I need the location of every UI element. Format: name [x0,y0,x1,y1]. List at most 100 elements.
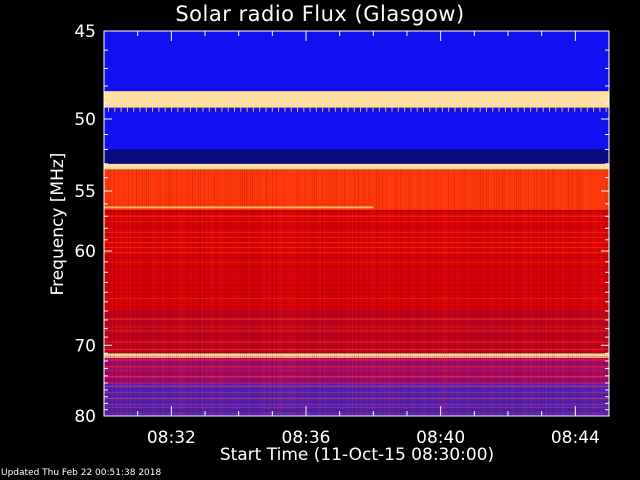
interference-tick [196,107,198,112]
interference-tick [555,107,557,112]
interference-tick [252,107,254,112]
interference-tick [580,107,582,112]
interference-tick [189,107,191,112]
interference-tick [246,107,248,112]
interference-tick [347,107,349,112]
interference-tick [309,107,311,112]
interference-tick [536,107,538,112]
texture-column [554,169,555,416]
texture-column [466,169,467,416]
texture-column [168,169,169,416]
texture-column [132,169,133,416]
texture-column [378,169,379,416]
texture-column [134,169,135,416]
interference-tick [215,107,217,112]
texture-column [206,169,207,416]
texture-column [166,169,167,416]
interference-tick [341,107,343,112]
x-tick-label: 08:36 [282,428,331,448]
texture-column [376,169,377,416]
texture-row [104,310,609,312]
texture-row [104,289,609,291]
texture-column [248,169,249,416]
texture-column [356,169,357,416]
texture-column [136,169,137,416]
texture-column [556,169,557,416]
interference-tick [378,107,380,112]
texture-column [128,169,129,416]
interference-tick [202,107,204,112]
texture-column [212,169,213,416]
band-bright [104,91,609,108]
texture-column [504,169,505,416]
texture-column [396,169,397,416]
texture-column [112,169,113,416]
texture-column [482,169,483,416]
texture-row [104,293,609,295]
interference-tick [567,107,569,112]
y-axis-label: Frequency [MHz] [48,152,68,296]
interference-tick [303,107,305,112]
texture-column [558,169,559,416]
texture-column [170,169,171,416]
texture-column [290,169,291,416]
texture-column [360,169,361,416]
texture-row [104,401,609,403]
texture-column [446,169,447,416]
texture-row [104,271,609,273]
texture-column [304,169,305,416]
texture-column [150,169,151,416]
texture-column [422,169,423,416]
texture-column [526,169,527,416]
texture-column [592,169,593,416]
texture-row [104,398,609,400]
texture-column [316,169,317,416]
texture-column [174,169,175,416]
texture-column [118,169,119,416]
texture-row [104,226,609,228]
texture-column [288,169,289,416]
y-tick-label: 60 [74,242,96,262]
texture-column [476,169,477,416]
texture-column [604,169,605,416]
texture-column [500,169,501,416]
texture-column [542,169,543,416]
interference-tick [158,107,160,112]
texture-column [284,169,285,416]
texture-column [384,169,385,416]
texture-column [562,169,563,416]
texture-column [202,169,203,416]
texture-column [310,169,311,416]
texture-column [468,169,469,416]
texture-column [544,169,545,416]
texture-column [256,169,257,416]
texture-column [480,169,481,416]
updated-timestamp: Updated Thu Feb 22 00:51:38 2018 [1,468,162,478]
texture-row [104,215,609,217]
texture-column [590,169,591,416]
texture-column [374,169,375,416]
texture-column [576,169,577,416]
interference-tick [227,107,229,112]
texture-row [104,385,609,387]
texture-column [408,169,409,416]
texture-row [104,210,609,212]
texture-column [514,169,515,416]
plot-frame [103,30,610,417]
interference-tick [404,107,406,112]
texture-row [104,395,609,397]
texture-column [282,169,283,416]
texture-column [522,169,523,416]
texture-column [400,169,401,416]
interference-tick [473,107,475,112]
texture-column [540,169,541,416]
texture-column [142,169,143,416]
texture-row [104,372,609,374]
interference-tick [133,107,135,112]
interference-tick [397,107,399,112]
texture-column [506,169,507,416]
interference-tick [171,107,172,112]
texture-column [196,169,197,416]
texture-column [124,169,125,416]
interference-tick [108,107,109,112]
